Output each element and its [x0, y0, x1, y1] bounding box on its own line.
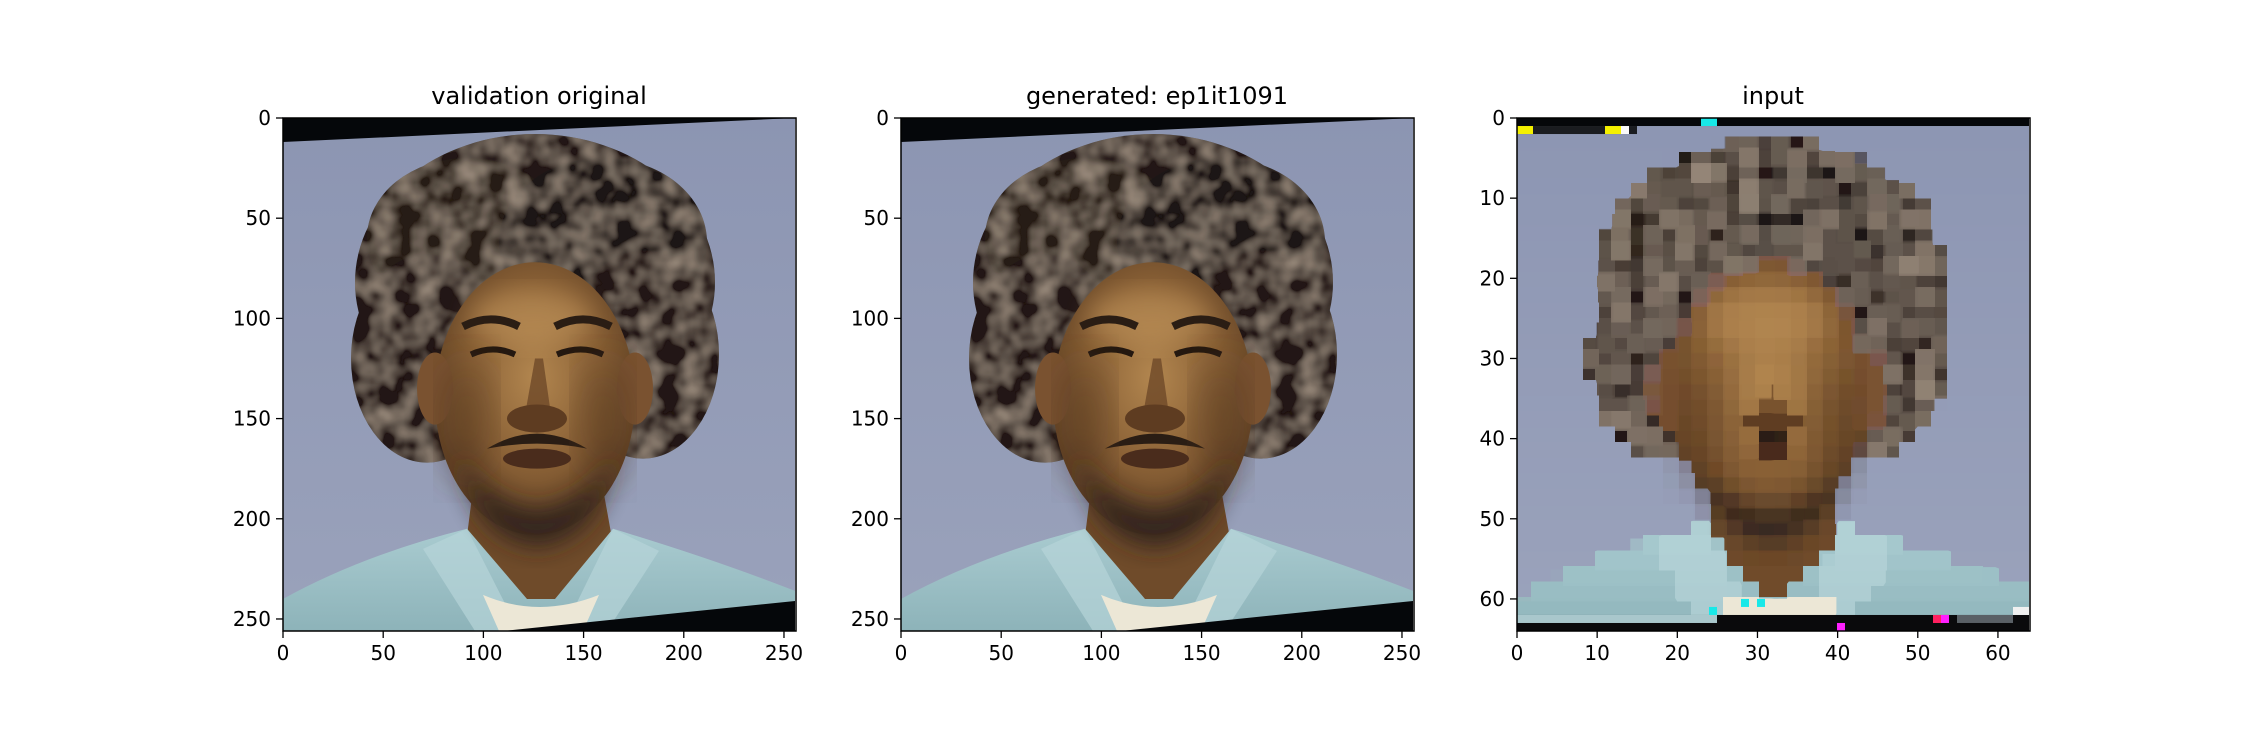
x-tick-label: 150 [1182, 641, 1220, 665]
y-tick-label: 250 [851, 607, 889, 631]
y-tick-label: 150 [233, 407, 271, 431]
x-axis: 0 50 100 150 200 250 [277, 631, 803, 665]
x-tick-label: 10 [1584, 641, 1609, 665]
subplot-input: input [1480, 82, 2031, 665]
y-tick-label: 20 [1480, 266, 1505, 290]
y-tick-label: 150 [851, 407, 889, 431]
x-tick-label: 60 [1985, 641, 2010, 665]
y-tick-label: 30 [1480, 346, 1505, 370]
image-area [1517, 118, 2029, 631]
x-tick-label: 0 [1511, 641, 1524, 665]
subplot-title: generated: ep1it1091 [1026, 82, 1288, 110]
image-area [283, 118, 795, 631]
y-axis: 0 50 100 150 200 250 [233, 106, 283, 631]
x-tick-label: 250 [1383, 641, 1421, 665]
x-tick-label: 50 [370, 641, 395, 665]
y-tick-label: 40 [1480, 427, 1505, 451]
y-axis: 0 50 100 150 200 250 [851, 106, 901, 631]
y-tick-label: 100 [851, 306, 889, 330]
y-tick-label: 200 [851, 507, 889, 531]
x-tick-label: 0 [895, 641, 908, 665]
x-axis: 0 50 100 150 200 250 [895, 631, 1421, 665]
y-axis: 0 10 20 30 40 50 60 [1480, 106, 1517, 611]
y-tick-label: 200 [233, 507, 271, 531]
y-tick-label: 0 [258, 106, 271, 130]
x-tick-label: 250 [765, 641, 803, 665]
axes-frame [282, 117, 797, 632]
x-tick-label: 30 [1745, 641, 1770, 665]
subplot-generated: generated: ep1it1091 0 50 100 150 200 250 0 50… [851, 82, 1421, 665]
x-tick-label: 200 [1283, 641, 1321, 665]
noise-pixels [1517, 118, 2029, 631]
x-tick-label: 150 [564, 641, 602, 665]
y-tick-label: 10 [1480, 186, 1505, 210]
x-tick-label: 100 [464, 641, 502, 665]
x-tick-label: 20 [1665, 641, 1690, 665]
x-tick-label: 50 [988, 641, 1013, 665]
subplot-validation-original: validation original 0 50 100 150 200 250 0 50 1… [233, 82, 803, 665]
x-tick-label: 100 [1082, 641, 1120, 665]
axes-frame [1516, 117, 2031, 632]
x-tick-label: 40 [1825, 641, 1850, 665]
x-tick-label: 0 [277, 641, 290, 665]
y-tick-label: 0 [876, 106, 889, 130]
y-tick-label: 50 [246, 206, 271, 230]
y-tick-label: 50 [864, 206, 889, 230]
y-tick-label: 60 [1480, 587, 1505, 611]
y-tick-label: 50 [1480, 507, 1505, 531]
axes-frame [900, 117, 1415, 632]
x-axis: 0 10 20 30 40 50 60 [1511, 631, 2011, 665]
x-tick-label: 50 [1905, 641, 1930, 665]
y-tick-label: 250 [233, 607, 271, 631]
subplot-title: validation original [431, 82, 647, 110]
x-tick-label: 200 [665, 641, 703, 665]
image-area [901, 118, 1413, 631]
subplot-title: input [1742, 82, 1804, 110]
y-tick-label: 100 [233, 306, 271, 330]
y-tick-label: 0 [1492, 106, 1505, 130]
